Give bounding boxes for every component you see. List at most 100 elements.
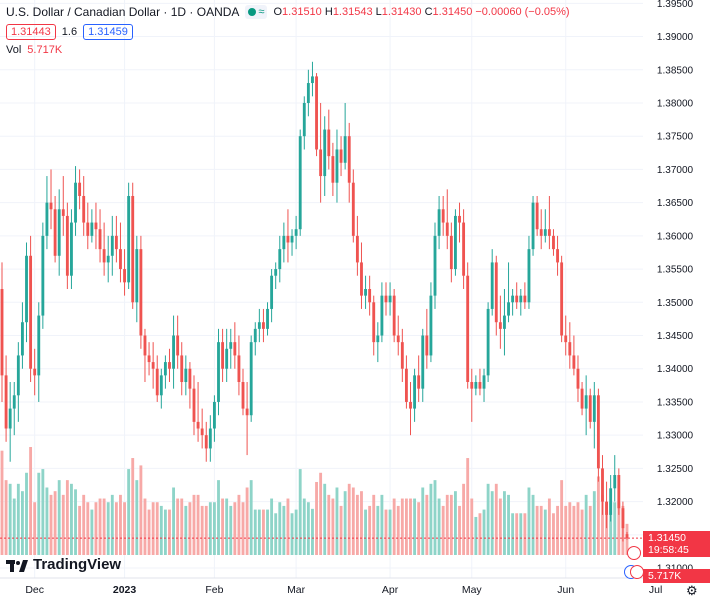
event-flag-icon[interactable]: [630, 565, 644, 579]
price-axis[interactable]: 1.39500 1.39000 1.38500 1.38000 1.37500 1.370…: [643, 0, 710, 600]
candle-body: [507, 302, 510, 316]
candle-body: [139, 249, 143, 336]
volume-bar: [445, 494, 449, 555]
volume-bar: [70, 483, 73, 555]
volume-bar: [478, 513, 482, 555]
volume-bar: [135, 480, 139, 555]
eye-icon[interactable]: ≈: [245, 5, 268, 19]
volume-bar: [241, 502, 245, 555]
volume-bar: [65, 480, 69, 555]
candle-body: [168, 362, 171, 369]
volume-bar: [168, 509, 171, 555]
symbol-title[interactable]: U.S. Dollar / Canadian Dollar · 1D · OAN…: [6, 5, 240, 19]
volume-bar: [613, 502, 617, 555]
volume-legend: Vol 5.717K: [6, 44, 63, 56]
y-tick-label: 1.36000: [657, 231, 694, 242]
volume-bar: [16, 483, 20, 555]
volume-bar: [155, 502, 159, 555]
volume-bar: [596, 476, 600, 555]
settings-icon[interactable]: ⚙: [686, 583, 698, 598]
candle-body: [601, 468, 604, 502]
volume-bar: [212, 502, 216, 555]
candle-body: [515, 295, 519, 303]
volume-bar: [568, 502, 572, 555]
volume-bar: [33, 502, 37, 555]
volume-bar: [400, 498, 404, 555]
volume-bar: [180, 498, 184, 555]
volume-bar: [392, 498, 396, 555]
volume-bar: [139, 465, 143, 555]
volume-bar: [102, 498, 106, 555]
candle-body: [613, 475, 617, 489]
volume-bar: [4, 480, 8, 555]
candle-body: [539, 229, 543, 236]
volume-bar: [131, 458, 135, 555]
volume-bar: [572, 505, 576, 555]
x-tick-label: Jun: [557, 584, 574, 596]
candle-body: [409, 401, 412, 409]
volume-bar: [25, 472, 28, 555]
volume-bar: [584, 494, 588, 555]
candle-body: [388, 295, 392, 303]
candle-body: [564, 335, 568, 343]
candle-body: [486, 308, 490, 376]
volume-bar: [441, 505, 445, 555]
candle-body: [556, 249, 559, 263]
volume-bar: [498, 498, 502, 555]
candle-body: [192, 388, 196, 422]
candle-body: [155, 368, 159, 396]
tradingview-logo[interactable]: TradingView: [6, 556, 121, 573]
volume-bar: [311, 508, 314, 555]
volume-bar: [257, 509, 261, 555]
x-tick-label: Feb: [205, 584, 223, 596]
time-axis[interactable]: Dec 2023 Feb Mar Apr May Jun Jul: [0, 577, 710, 596]
volume-bar: [588, 505, 592, 555]
candle-body: [384, 295, 388, 303]
y-tick-label: 1.32000: [657, 497, 694, 508]
candle-body: [503, 315, 506, 329]
candle-body: [229, 342, 233, 349]
volume-bar: [601, 494, 604, 555]
candle-body: [364, 289, 367, 296]
volume-bar: [147, 509, 151, 555]
buy-button[interactable]: 1.31459: [83, 24, 133, 40]
candle-body: [110, 235, 114, 256]
volume-bar: [106, 502, 110, 555]
candle-body: [41, 235, 45, 316]
candle-body: [147, 355, 151, 363]
candle-body: [102, 249, 106, 263]
candle-body: [462, 222, 466, 276]
volume-bar: [437, 498, 441, 555]
candle-body: [45, 202, 49, 236]
volume-bar: [163, 509, 167, 555]
candle-body: [163, 362, 167, 376]
candle-body: [458, 215, 461, 223]
candle-body: [568, 342, 572, 356]
candle-body: [12, 395, 16, 409]
volume-bar: [196, 494, 200, 555]
candle-body: [482, 375, 486, 389]
candle-body: [413, 375, 417, 409]
chart-grid: [0, 0, 657, 578]
volume-bar: [531, 494, 535, 555]
candle-body: [478, 382, 482, 389]
ohlc-values: O1.31510 H1.31543 L1.31430 C1.31450 −0.0…: [273, 6, 570, 18]
volume-bar: [433, 480, 437, 555]
volume-bar: [249, 480, 253, 555]
spread-value: 1.6: [61, 26, 78, 38]
candle-body: [151, 362, 155, 369]
volume-bar: [335, 487, 339, 555]
volume-bar: [98, 498, 102, 555]
volume-bar: [61, 494, 65, 555]
candle-body: [57, 209, 61, 256]
sell-button[interactable]: 1.31443: [6, 24, 56, 40]
volume-bar: [302, 498, 306, 555]
volume-bar: [82, 494, 86, 555]
event-flag-icon[interactable]: [627, 546, 641, 560]
candle-body: [266, 308, 269, 329]
volume-bar: [49, 494, 53, 555]
candle-body: [498, 322, 502, 329]
volume-bar: [605, 502, 609, 555]
candle-body: [360, 262, 363, 296]
